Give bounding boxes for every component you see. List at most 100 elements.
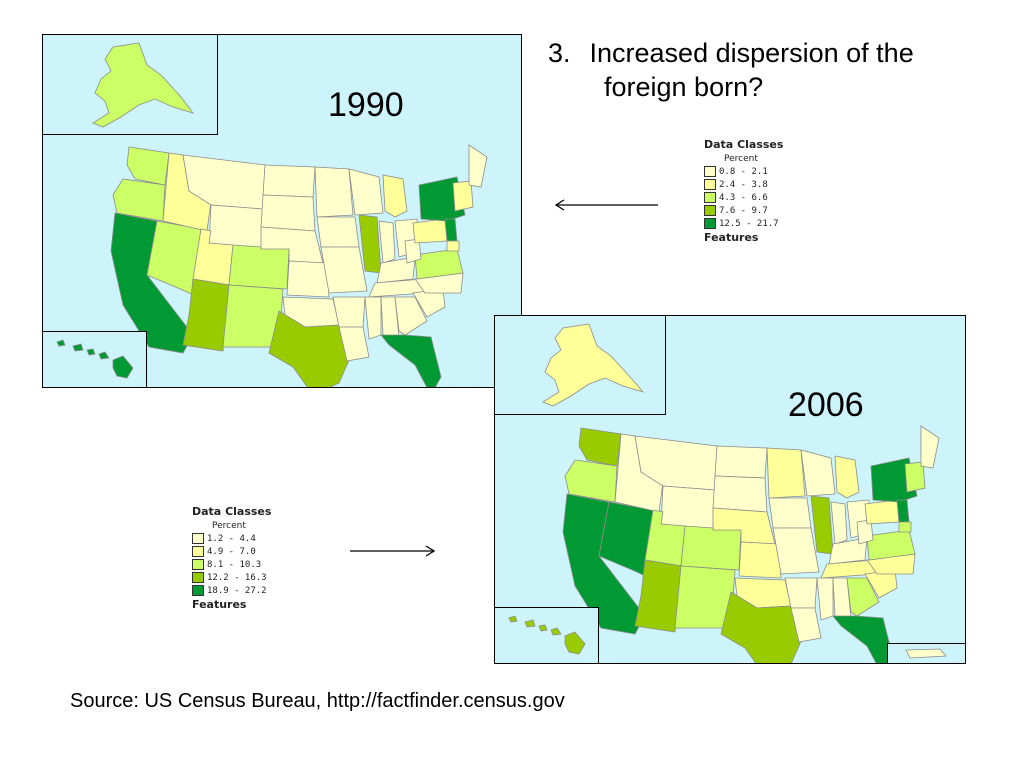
state-region [768, 497, 812, 529]
legend-class-row: 18.9 - 27.2 [192, 584, 292, 597]
state-region [578, 427, 622, 467]
legend-features: Features [704, 231, 759, 244]
legend-swatch [192, 559, 204, 570]
legend-class-label: 2.4 - 3.8 [719, 179, 768, 190]
state-region [286, 260, 330, 298]
state-region [904, 461, 926, 493]
hawaii-inset-1990 [43, 331, 147, 387]
title-number: 3. [548, 38, 571, 68]
legend-class-row: 7.6 - 9.7 [704, 204, 804, 217]
arrow-right-icon [350, 545, 436, 557]
puerto-rico-2006 [905, 648, 947, 659]
hawaii-1990 [56, 339, 134, 379]
alaska-1990 [92, 42, 195, 128]
state-region [262, 164, 316, 198]
title-text-1: Increased dispersion of the [589, 38, 914, 68]
state-region [126, 146, 170, 186]
legend-class-row: 2.4 - 3.8 [704, 178, 804, 191]
state-region [320, 246, 368, 294]
state-region [446, 240, 460, 252]
legend-swatch [192, 546, 204, 557]
state-region [830, 501, 848, 545]
state-region [382, 174, 408, 218]
title-text-2: foreign born? [604, 72, 764, 102]
state-region [816, 577, 834, 621]
state-region [564, 459, 618, 503]
legend-header: Data Classes [704, 138, 784, 151]
slide-title: 3. Increased dispersion of the foreign b… [548, 36, 914, 104]
legend-class-label: 0.8 - 2.1 [719, 166, 768, 177]
legend-features: Features [192, 598, 247, 611]
legend-1990: Data Classes Percent 0.8 - 2.1 2.4 - 3.8 4… [704, 138, 804, 274]
source-citation: Source: US Census Bureau, http://factfin… [70, 690, 565, 712]
state-region [452, 180, 474, 212]
state-region [338, 326, 370, 362]
state-region [738, 541, 782, 579]
legend-class-label: 4.9 - 7.0 [207, 546, 256, 557]
legend-class-row: 1.2 - 4.4 [192, 532, 292, 545]
legend-2006: Data Classes Percent 1.2 - 4.4 4.9 - 7.0 8… [192, 505, 292, 611]
state-region [182, 278, 230, 352]
legend-class-row: 4.9 - 7.0 [192, 545, 292, 558]
state-region [720, 591, 806, 663]
state-region [414, 248, 464, 280]
state-region [444, 218, 458, 242]
legend-swatch [704, 179, 716, 190]
state-region [790, 607, 822, 643]
puerto-rico-inset-2006 [887, 643, 965, 663]
state-region [468, 144, 488, 188]
us-map-1990 [110, 144, 488, 387]
year-label-1990: 1990 [328, 86, 404, 124]
state-region [260, 194, 316, 232]
legend-class-label: 7.6 - 9.7 [719, 205, 768, 216]
state-region [228, 244, 290, 290]
state-region [832, 615, 894, 663]
state-region [314, 166, 354, 218]
state-region [634, 559, 682, 633]
legend-swatch [192, 572, 204, 583]
legend-swatch [704, 166, 716, 177]
state-region [800, 449, 836, 497]
title-line-1: 3. Increased dispersion of the [548, 36, 914, 70]
legend-subheader: Percent [212, 521, 246, 531]
state-region [772, 527, 820, 575]
alaska-inset-2006 [495, 316, 666, 415]
year-label-2006: 2006 [788, 386, 864, 424]
state-region [412, 218, 448, 244]
state-region [378, 220, 396, 264]
state-region [364, 296, 382, 340]
state-region [348, 168, 384, 216]
legend-class-label: 12.5 - 21.7 [719, 218, 779, 229]
us-map-2006 [562, 425, 940, 663]
legend-class-row: 0.8 - 2.1 [704, 165, 804, 178]
state-region [898, 521, 912, 533]
state-region [714, 445, 768, 479]
state-region [846, 577, 880, 617]
legend-class-row: 12.2 - 16.3 [192, 571, 292, 584]
legend-class-label: 18.9 - 27.2 [207, 585, 267, 596]
map-1990 [42, 34, 522, 388]
state-region [920, 425, 940, 469]
alaska-2006 [542, 323, 645, 407]
legend-swatch [704, 192, 716, 203]
state-region [376, 256, 416, 284]
state-region [834, 455, 860, 499]
legend-class-label: 1.2 - 4.4 [207, 533, 256, 544]
legend-class-label: 8.1 - 10.3 [207, 559, 262, 570]
legend-class-row: 12.5 - 21.7 [704, 217, 804, 230]
state-region [712, 475, 768, 513]
state-region [268, 310, 354, 387]
hawaii-inset-2006 [495, 607, 599, 663]
legend-header: Data Classes [192, 505, 272, 518]
state-region [828, 537, 868, 565]
state-region [316, 216, 360, 248]
state-region [784, 577, 818, 609]
legend-subheader: Percent [724, 154, 758, 164]
legend-swatch [192, 533, 204, 544]
state-region [112, 178, 166, 222]
state-region [380, 334, 442, 387]
legend-class-row: 8.1 - 10.3 [192, 558, 292, 571]
alaska-inset-1990 [43, 35, 218, 135]
state-region [660, 485, 716, 531]
state-region [864, 499, 900, 525]
